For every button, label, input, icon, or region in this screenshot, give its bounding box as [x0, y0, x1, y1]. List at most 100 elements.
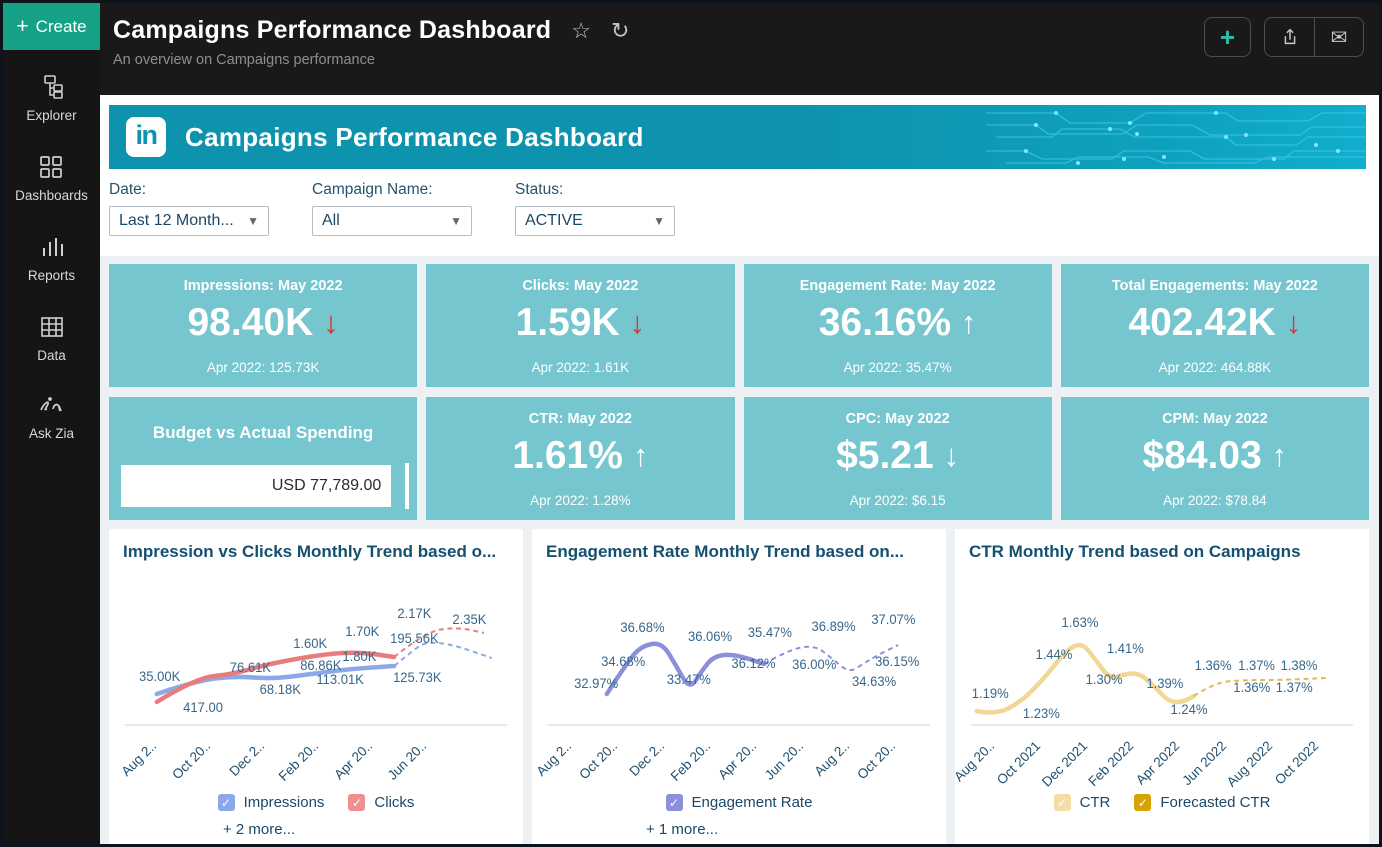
kpi-card-budget-vs-actual-spending[interactable]: Budget vs Actual Spending USD 77,789.00 [109, 397, 418, 520]
sidebar-item-label: Reports [27, 268, 76, 283]
data-label: 1.41% [1107, 641, 1144, 656]
filter-select-date[interactable]: Last 12 Month... ▼ [109, 206, 269, 236]
legend-checkbox-checked-icon[interactable]: ✓ [348, 794, 366, 811]
kpi-title: Impressions: May 2022 [183, 278, 343, 294]
legend-more-link[interactable]: + 2 more... [223, 821, 296, 838]
filter-label-campaign-name: Campaign Name: [312, 181, 433, 198]
sidebar-item-data[interactable]: Data [37, 314, 66, 363]
kpi-title: CPC: May 2022 [845, 411, 950, 427]
trend-up-arrow-icon: ↑ [632, 438, 649, 473]
sidebar-nav: Explorer Dashboards Reports Data Ask Zia [3, 50, 100, 441]
kpi-card-total-engagements[interactable]: Total Engagements: May 2022 402.42K ↓ Apr 2… [1060, 264, 1369, 387]
create-button[interactable]: + Create [3, 3, 100, 50]
x-axis-tick-label: Oct 2021 [994, 738, 1044, 788]
chevron-down-icon: ▼ [653, 214, 665, 228]
data-label: 36.89% [811, 619, 855, 634]
data-label: 36.68% [620, 620, 664, 635]
plus-icon: + [16, 15, 29, 38]
chart-legend: ✓ Engagement Rate [546, 794, 932, 811]
data-label: 2.17K [397, 606, 431, 621]
legend-checkbox-checked-icon[interactable]: ✓ [665, 794, 683, 811]
chevron-down-icon: ▼ [450, 214, 462, 228]
kpi-value: $5.21 [836, 434, 934, 477]
x-axis-tick-label: Dec 2021 [1038, 738, 1091, 790]
data-label: 36.00% [792, 657, 836, 672]
legend-more-link[interactable]: + 1 more... [646, 821, 719, 838]
kpi-title: Budget vs Actual Spending [152, 423, 374, 442]
x-axis-tick-label: Aug 2.. [533, 738, 575, 780]
line-chart-plot: 1.19% 1.23% 1.44% 1.63% 1.41% 1.30% 1.39% 1.24%… [970, 615, 1354, 726]
circuit-pattern-decoration [986, 111, 1366, 165]
x-axis-tick-label: Feb 2022 [1085, 738, 1137, 790]
data-label: 35.00K [139, 669, 180, 684]
topbar-button-group: ✉ [1264, 17, 1364, 57]
kpi-card-impressions[interactable]: Impressions: May 2022 98.40K ↓ Apr 2022: 12… [109, 264, 418, 387]
kpi-card-cpc[interactable]: CPC: May 2022 $5.21 ↓ Apr 2022: $6.15 [743, 397, 1052, 520]
forecast-dashed-line [1193, 677, 1328, 697]
sidebar-item-label: Data [37, 348, 66, 363]
kpi-card-ctr[interactable]: CTR: May 2022 1.61% ↑ Apr 2022: 1.28% [426, 397, 735, 520]
filter-value-date: Last 12 Month... [119, 212, 234, 229]
data-label: 1.36% [1233, 680, 1270, 695]
x-axis-tick-label: Oct 20.. [169, 738, 214, 783]
x-axis-tick-label: Feb 20.. [275, 738, 322, 784]
chart-card-3: CTR Monthly Trend based on Campaigns 1.19… [955, 529, 1369, 844]
data-label: 36.06% [688, 629, 732, 644]
kpi-title: CPM: May 2022 [1162, 411, 1268, 427]
reports-icon [39, 234, 65, 260]
legend-label: CTR [1079, 794, 1111, 811]
data-label: 1.37% [1276, 680, 1313, 695]
legend-checkbox-checked-icon[interactable]: ✓ [1134, 794, 1152, 811]
charts-row: Impression vs Clicks Monthly Trend based… [100, 520, 1379, 844]
kpi-value: 98.40K [187, 301, 314, 344]
kpi-value-row: 1.61% ↑ [426, 436, 734, 475]
kpi-value: 36.16% [818, 301, 952, 344]
add-button[interactable]: + [1204, 17, 1251, 57]
legend-item-engagement-rate[interactable]: ✓ Engagement Rate [665, 794, 812, 811]
kpi-value-row: 36.16% ↑ [744, 303, 1052, 342]
banner-title: Campaigns Performance Dashboard [185, 121, 644, 152]
sidebar-item-label: Dashboards [15, 188, 88, 203]
export-icon [1284, 28, 1295, 45]
sidebar-item-explorer[interactable]: Explorer [26, 74, 77, 123]
sidebar-item-dashboards[interactable]: Dashboards [15, 154, 88, 203]
sidebar-item-reports[interactable]: Reports [28, 234, 75, 283]
data-label: 125.73K [393, 670, 442, 685]
kpi-previous-value: Apr 2022: $78.84 [1163, 493, 1267, 508]
legend-item-forecasted-ctr[interactable]: ✓ Forecasted CTR [1134, 794, 1270, 811]
refresh-icon[interactable]: ↻ [611, 17, 630, 43]
chart-title: Engagement Rate Monthly Trend based on..… [546, 542, 904, 561]
data-label: 36.15% [875, 654, 919, 669]
budget-bar-value: USD 77,789.00 [271, 477, 382, 494]
legend-item-impressions[interactable]: ✓ Impressions [217, 794, 324, 811]
filters-row: Date: Last 12 Month... ▼ Campaign Name: All ▼… [100, 169, 1379, 256]
kpi-previous-value: Apr 2022: 125.73K [206, 360, 320, 375]
filter-select-campaign-name[interactable]: All ▼ [312, 206, 472, 236]
create-button-label: Create [35, 16, 87, 36]
kpi-card-clicks[interactable]: Clicks: May 2022 1.59K ↓ Apr 2022: 1.61K [426, 264, 735, 387]
x-axis-tick-label: Aug 2.. [118, 738, 160, 780]
series-line [974, 642, 1197, 715]
kpi-previous-value: Apr 2022: 1.61K [531, 360, 630, 375]
ask-zia-icon [37, 394, 65, 418]
legend-checkbox-checked-icon[interactable]: ✓ [1053, 794, 1071, 811]
filter-label-date: Date: [109, 181, 147, 198]
kpi-card-cpm[interactable]: CPM: May 2022 $84.03 ↑ Apr 2022: $78.84 [1060, 397, 1369, 520]
data-label: 34.68% [601, 654, 645, 669]
legend-item-ctr[interactable]: ✓ CTR [1053, 794, 1111, 811]
legend-checkbox-checked-icon[interactable]: ✓ [217, 794, 235, 811]
legend-item-clicks[interactable]: ✓ Clicks [348, 794, 414, 811]
export-button[interactable] [1265, 18, 1314, 56]
sidebar-item-ask-zia[interactable]: Ask Zia [29, 394, 74, 441]
legend-label: Forecasted CTR [1160, 794, 1271, 811]
filter-select-status[interactable]: ACTIVE ▼ [515, 206, 675, 236]
favorite-star-icon[interactable]: ☆ [571, 17, 592, 43]
kpi-card-engagement-rate[interactable]: Engagement Rate: May 2022 36.16% ↑ Apr 2022… [743, 264, 1052, 387]
data-label: 113.01K [316, 672, 364, 687]
linkedin-icon: in [126, 117, 166, 157]
x-axis-tick-label: Jun 20.. [761, 738, 807, 783]
explorer-icon [38, 74, 65, 100]
email-button[interactable]: ✉ [1314, 18, 1363, 56]
topbar: Campaigns Performance Dashboard ☆ ↻ An o… [100, 3, 1379, 95]
x-axis-tick-label: Apr 20.. [331, 738, 376, 783]
